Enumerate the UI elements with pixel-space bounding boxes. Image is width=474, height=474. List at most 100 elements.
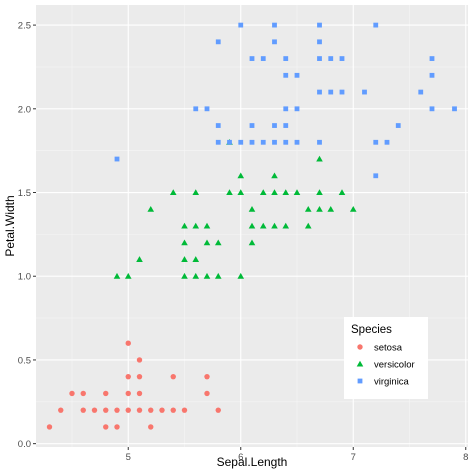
data-point-setosa (125, 373, 131, 380)
data-point-versicolor (237, 272, 245, 279)
data-point-versicolor (282, 222, 290, 229)
legend-items: setosa versicolor virginica (356, 343, 415, 388)
y-axis-title: Petal.Width (3, 195, 17, 256)
data-points (46, 22, 457, 430)
legend-label-setosa: setosa (374, 343, 403, 354)
legend-box (344, 317, 428, 399)
data-point-setosa (148, 407, 154, 413)
data-point-virginica (283, 72, 289, 78)
data-point-setosa (91, 407, 98, 413)
data-point-setosa (125, 340, 131, 346)
x-tick-label: 7 (351, 452, 356, 463)
data-point-versicolor (147, 205, 155, 212)
data-point-virginica (339, 56, 345, 61)
data-point-versicolor (181, 256, 188, 262)
x-tick-label: 5 (126, 452, 131, 463)
data-point-setosa (69, 390, 75, 397)
data-point-versicolor (192, 256, 200, 262)
data-point-virginica (227, 139, 232, 145)
legend-title: Species (351, 324, 392, 336)
legend-label-versicolor: versicolor (374, 360, 415, 371)
data-point-virginica (317, 56, 322, 61)
data-point-setosa (170, 407, 176, 413)
legend: Species setosa versicolor virginica (344, 317, 428, 399)
data-point-versicolor (169, 189, 177, 195)
data-point-virginica (429, 72, 435, 78)
data-point-virginica (114, 156, 120, 162)
data-point-virginica (429, 106, 435, 112)
data-point-virginica (418, 89, 424, 95)
data-point-versicolor (181, 272, 188, 279)
data-point-virginica (362, 89, 367, 95)
data-point-versicolor (304, 222, 312, 229)
data-point-virginica (373, 173, 379, 179)
y-tick-label: 0.5 (18, 355, 31, 366)
data-point-virginica (328, 89, 334, 95)
data-point-versicolor (192, 222, 200, 229)
data-point-virginica (283, 56, 289, 61)
y-tick-label: 2.5 (18, 21, 31, 32)
data-point-versicolor (316, 205, 323, 212)
data-point-versicolor (192, 189, 200, 195)
data-point-virginica (272, 123, 277, 128)
data-point-virginica (339, 89, 345, 95)
data-point-virginica (238, 22, 244, 28)
data-point-setosa (80, 390, 86, 397)
data-point-setosa (204, 373, 210, 380)
data-point-setosa (125, 390, 131, 397)
data-point-virginica (373, 22, 379, 28)
data-point-virginica (317, 39, 322, 45)
data-point-virginica (317, 22, 322, 28)
data-point-versicolor (338, 189, 346, 195)
data-point-versicolor (271, 222, 278, 229)
data-point-virginica (249, 139, 255, 145)
data-point-setosa (170, 373, 176, 380)
data-point-virginica (272, 39, 277, 45)
data-point-versicolor (271, 189, 278, 195)
data-point-setosa (136, 357, 143, 363)
x-axis-title: Sepal.Length (217, 455, 288, 469)
data-point-virginica (317, 89, 322, 95)
legend-label-virginica: virginica (374, 377, 410, 388)
data-point-versicolor (349, 205, 357, 212)
data-point-virginica (215, 123, 221, 128)
data-point-setosa (103, 407, 109, 413)
data-point-versicolor (113, 272, 121, 279)
data-point-virginica (193, 106, 199, 112)
data-point-versicolor (304, 205, 312, 212)
data-point-versicolor (237, 189, 245, 195)
data-point-virginica (328, 56, 334, 61)
data-point-virginica (238, 139, 244, 145)
data-point-versicolor (203, 239, 211, 246)
data-point-versicolor (316, 155, 323, 162)
data-point-setosa (204, 390, 210, 397)
data-point-virginica (283, 106, 289, 112)
data-point-virginica (260, 139, 266, 145)
data-point-setosa (148, 424, 154, 430)
data-point-virginica (283, 139, 289, 145)
y-tick-label: 2.0 (18, 104, 31, 115)
data-point-virginica (317, 139, 322, 145)
data-point-versicolor (203, 272, 211, 279)
data-point-setosa (114, 407, 120, 413)
gridlines (36, 5, 468, 447)
data-point-virginica (272, 22, 277, 28)
data-point-virginica (260, 56, 266, 61)
data-point-versicolor (316, 189, 323, 195)
legend-key-virginica (357, 378, 363, 384)
data-point-setosa (159, 407, 165, 413)
data-point-versicolor (226, 189, 233, 195)
data-point-versicolor (248, 205, 256, 212)
data-point-versicolor (248, 222, 256, 229)
data-point-versicolor (237, 172, 245, 179)
y-tick-label: 1.5 (18, 188, 31, 199)
data-point-virginica (204, 106, 210, 112)
data-point-virginica (395, 123, 401, 128)
data-point-versicolor (259, 222, 267, 229)
data-point-virginica (294, 106, 300, 112)
data-point-versicolor (293, 189, 301, 195)
data-point-versicolor (192, 272, 200, 279)
data-point-versicolor (124, 272, 132, 279)
data-point-setosa (103, 424, 109, 430)
